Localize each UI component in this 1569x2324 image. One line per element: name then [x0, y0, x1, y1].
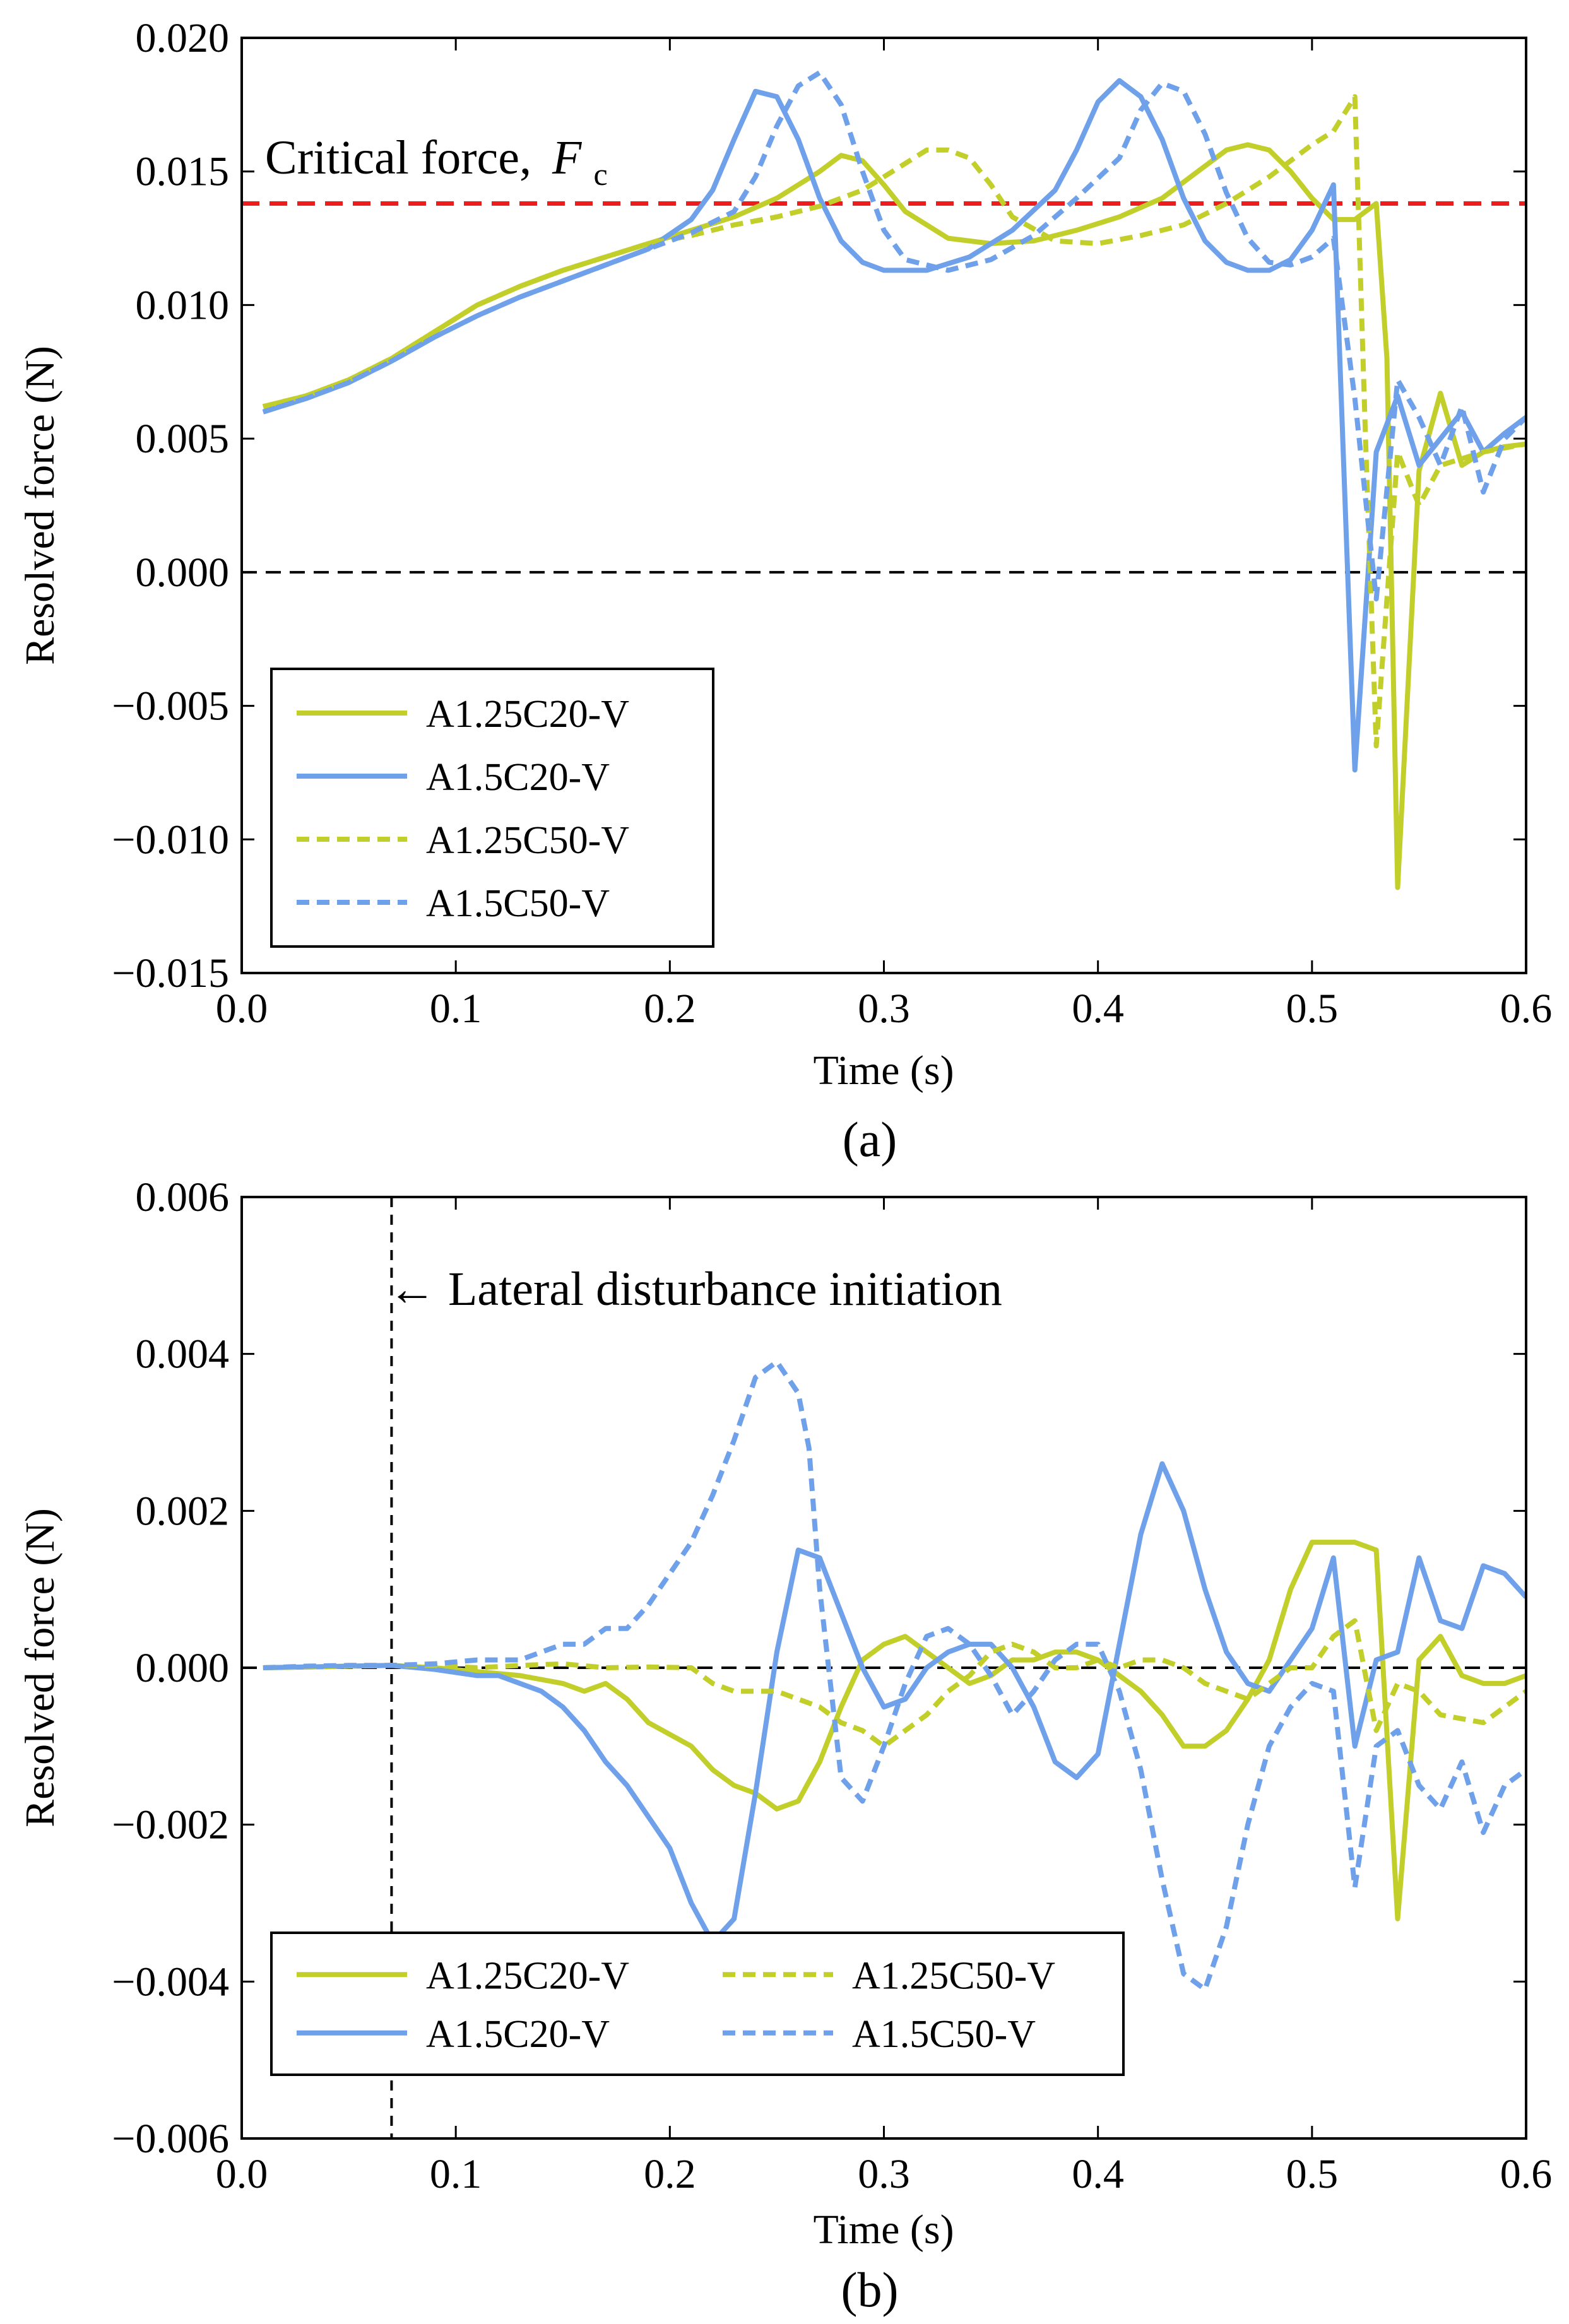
x-tick-label: 0.1 — [430, 986, 482, 1032]
y-tick-label: 0.015 — [136, 149, 230, 195]
y-tick-label: 0.005 — [136, 416, 230, 462]
x-tick-label: 0.1 — [430, 2151, 482, 2197]
panel-a-label: (a) — [843, 1112, 897, 1167]
disturbance-arrow: ← — [388, 1263, 436, 1316]
y-tick-label: 0.020 — [136, 15, 230, 61]
panel-b-legend: A1.25C20-V A1.5C20-V A1.25C50-V A1.5C50-V — [271, 1933, 1123, 2075]
legend-label: A1.5C50-V — [426, 882, 610, 925]
y-tick-label: 0.004 — [136, 1331, 230, 1377]
panel-a-legend: A1.25C20-V A1.5C20-V A1.25C50-V A1.5C50-V — [271, 669, 713, 947]
x-tick-label: 0.3 — [858, 986, 910, 1032]
critical-force-label: Critical force, F c — [265, 131, 608, 192]
x-tick-label: 0.5 — [1286, 986, 1339, 1032]
legend-label: A1.5C20-V — [426, 756, 610, 799]
x-tick-label: 0.2 — [644, 986, 696, 1032]
legend-label: A1.25C20-V — [426, 1954, 629, 1997]
svg-text:Critical force, F: Critical force, F c — [265, 131, 608, 192]
y-tick-label: −0.004 — [112, 1959, 229, 2005]
critical-force-subscript: c — [593, 156, 607, 192]
y-tick-label: −0.015 — [112, 950, 229, 996]
x-tick-label: 0.4 — [1072, 2151, 1124, 2197]
y-tick-label: 0.000 — [136, 1645, 230, 1691]
series-line-a1-25c50-v — [263, 97, 1526, 746]
x-tick-label: 0.4 — [1072, 986, 1124, 1032]
panel-a-xlabel: Time (s) — [813, 1047, 954, 1094]
y-tick-label: −0.010 — [112, 817, 229, 863]
x-tick-label: 0.5 — [1286, 2151, 1339, 2197]
x-tick-label: 0.6 — [1500, 986, 1553, 1032]
x-tick-label: 0.6 — [1500, 2151, 1553, 2197]
series-line-a1-5c50-v — [263, 1362, 1526, 1990]
panel-b-label: (b) — [841, 2262, 899, 2317]
figure: 0.0 0.1 0.2 0.3 0.4 0.5 0.6−0.015−0.010−0.0050… — [0, 0, 1569, 2324]
legend-label: A1.5C20-V — [426, 2013, 610, 2056]
y-tick-label: 0.000 — [136, 550, 230, 596]
y-tick-label: 0.010 — [136, 282, 230, 328]
panel-b: 0.0 0.1 0.2 0.3 0.4 0.5 0.6−0.006−0.004−0.0020… — [17, 1174, 1552, 2317]
y-tick-label: −0.005 — [112, 683, 229, 729]
legend-label: A1.25C50-V — [852, 1954, 1055, 1997]
disturbance-annotation: ← Lateral disturbance initiation — [388, 1263, 1002, 1316]
y-tick-label: 0.002 — [136, 1488, 230, 1534]
legend-label: A1.25C20-V — [426, 693, 629, 736]
panel-b-xlabel: Time (s) — [813, 2207, 954, 2253]
y-tick-label: −0.006 — [112, 2116, 229, 2162]
critical-force-symbol: F — [552, 131, 583, 184]
panel-b-ylabel: Resolved force (N) — [17, 1508, 63, 1827]
legend-label: A1.25C50-V — [426, 819, 629, 862]
critical-force-text: Critical force, — [265, 131, 531, 184]
y-tick-label: 0.006 — [136, 1174, 230, 1220]
panel-a-ylabel: Resolved force (N) — [17, 346, 63, 665]
series-line-a1-5c20-v — [263, 1464, 1526, 1943]
legend-label: A1.5C50-V — [852, 2013, 1036, 2056]
disturbance-label: Lateral disturbance initiation — [448, 1263, 1002, 1316]
y-tick-label: −0.002 — [112, 1802, 229, 1848]
svg-text:← Lateral disturbance: ← Lateral disturbance initiation — [388, 1263, 1002, 1316]
x-tick-label: 0.3 — [858, 2151, 910, 2197]
x-tick-label: 0.2 — [644, 2151, 696, 2197]
panel-a: 0.0 0.1 0.2 0.3 0.4 0.5 0.6−0.015−0.010−0.0050… — [17, 15, 1552, 1167]
